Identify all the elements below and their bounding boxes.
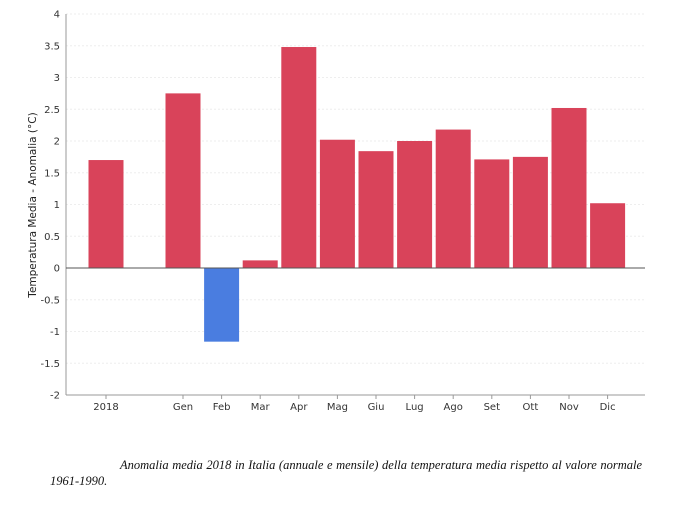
y-tick-label: -0.5 [40, 295, 60, 306]
x-tick-label: Mar [251, 402, 271, 413]
y-tick-label: 3 [54, 73, 60, 84]
bar [204, 268, 240, 342]
x-tick-label: Giu [368, 402, 385, 413]
grid-lines [66, 13, 645, 396]
y-tick-label: 1 [54, 200, 60, 211]
y-tick-label: 2 [54, 137, 60, 148]
x-tick-label: Lug [406, 402, 424, 413]
bar [88, 160, 124, 268]
y-axis-title: Temperatura Media - Anomalia (°C) [27, 112, 39, 298]
x-tick-label: Ott [523, 402, 539, 413]
y-tick-label: 0 [54, 264, 60, 275]
x-tick-label: Gen [173, 402, 193, 413]
bar [551, 107, 587, 268]
bar [474, 159, 510, 268]
bar [165, 93, 201, 268]
bar [435, 129, 471, 268]
bar [242, 260, 278, 268]
y-tick-label: 4 [54, 10, 60, 21]
y-tick-labels: 4 3.5 3 2.5 2 1.5 1 0.5 0 -0.5 -1 -1.5 -2 [40, 10, 60, 402]
y-tick-label: 2.5 [44, 105, 60, 116]
x-tick-labels: 2018 Gen Feb Mar Apr Mag Giu Lug Ago Set Ott Nov Dic [93, 402, 615, 413]
y-tick-label: 1.5 [44, 168, 60, 179]
bars [88, 47, 626, 342]
x-tick-label: Ago [444, 402, 463, 413]
bar [358, 151, 394, 268]
y-tick-label: -1.5 [40, 359, 60, 370]
x-tick-label: Mag [327, 402, 348, 413]
x-tick-label: Feb [213, 402, 231, 413]
axes [65, 14, 645, 399]
x-tick-label: 2018 [93, 402, 118, 413]
x-tick-label: Apr [290, 402, 308, 413]
y-tick-label: 0.5 [44, 232, 60, 243]
x-tick-label: Nov [559, 402, 579, 413]
figure-caption: Anomalia media 2018 in Italia (annuale e… [50, 458, 642, 488]
bar [319, 139, 355, 268]
anomaly-bar-chart: 4 3.5 3 2.5 2 1.5 1 0.5 0 -0.5 -1 -1.5 -2 2018 Gen Feb… [27, 10, 645, 413]
bar [512, 156, 548, 268]
y-tick-label: 3.5 [44, 41, 60, 52]
bar [397, 141, 433, 268]
y-tick-label: -1 [50, 327, 60, 338]
x-tick-label: Dic [600, 402, 616, 413]
x-tick-label: Set [484, 402, 501, 413]
y-tick-label: -2 [50, 391, 60, 402]
bar [590, 203, 626, 268]
bar [281, 47, 317, 268]
